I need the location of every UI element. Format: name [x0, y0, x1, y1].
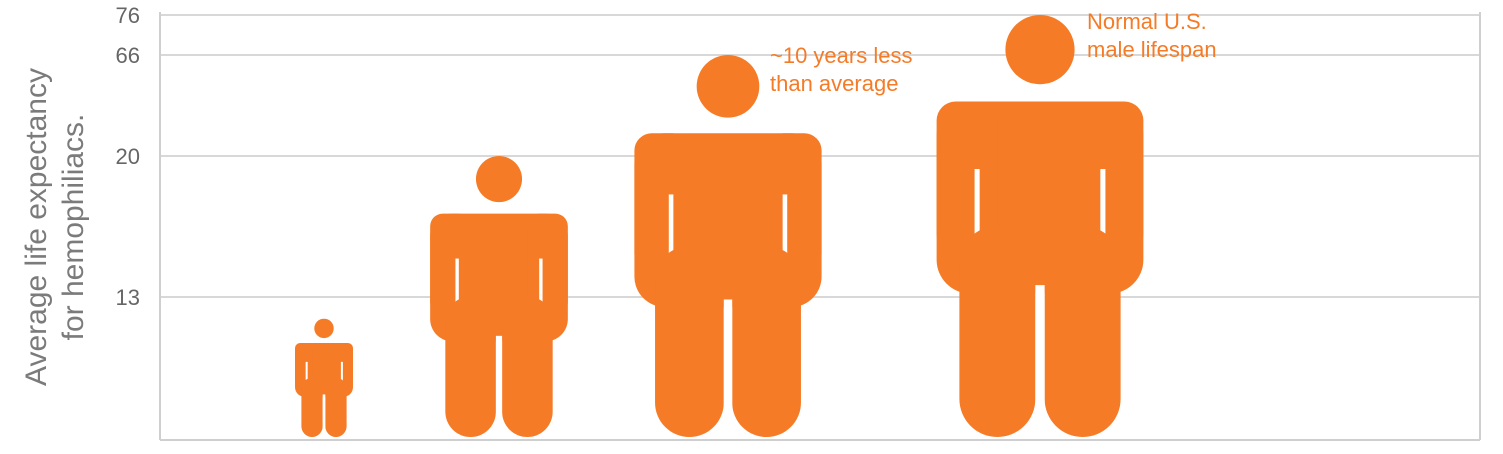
y-tick-label: 13 — [116, 285, 140, 310]
figure-left-arm-gap — [974, 169, 980, 256]
figure-leg-gap — [1035, 285, 1045, 437]
person-figures — [295, 15, 1144, 437]
annotation-text: ~10 years less — [770, 43, 912, 68]
annotation-text: than average — [770, 71, 898, 96]
annotation-text: Normal U.S. — [1087, 9, 1207, 34]
figure-right-leg — [502, 296, 553, 437]
figure-head — [475, 156, 523, 203]
y-axis-label-line-1: Average life expectancy — [20, 68, 53, 386]
annotation-text: male lifespan — [1087, 37, 1217, 62]
figure-leg-gap — [723, 299, 733, 437]
figure-left-arm-gap — [305, 361, 308, 388]
figure-left-leg — [445, 296, 496, 437]
figure-left-leg — [301, 377, 323, 437]
axes — [159, 12, 1481, 441]
person-figure — [936, 15, 1144, 437]
person-figure — [634, 55, 822, 437]
person-figure — [295, 318, 353, 437]
figure-right-arm — [1082, 101, 1144, 254]
figure-left-leg — [959, 226, 1036, 437]
figure-left-arm-gap — [455, 258, 459, 317]
y-tick-label: 66 — [116, 43, 140, 68]
y-axis-label: Average life expectancy for hemophiliacs… — [20, 68, 90, 386]
figure-right-arm-gap — [340, 361, 343, 388]
figure-head — [1005, 15, 1075, 85]
annotations: ~10 years less than average Normal U.S. mal… — [770, 9, 1217, 96]
y-tick-labels: 13 20 66 76 — [116, 3, 140, 310]
figure-right-arm-gap — [1100, 169, 1106, 256]
figure-right-arm — [527, 213, 568, 315]
figure-left-leg — [655, 246, 724, 437]
figure-right-leg — [1044, 226, 1121, 437]
figure-right-arm — [335, 342, 353, 386]
figure-right-leg — [732, 246, 801, 437]
figure-left-arm — [295, 342, 313, 386]
figure-right-arm-gap — [782, 194, 788, 273]
figure-left-arm-gap — [668, 194, 674, 273]
y-tick-label: 76 — [116, 3, 140, 28]
figure-head — [696, 55, 760, 118]
figure-leg-gap — [495, 335, 503, 437]
y-tick-label: 20 — [116, 144, 140, 169]
gridlines — [160, 14, 1480, 298]
figure-left-arm — [430, 213, 471, 315]
figure-right-leg — [325, 377, 347, 437]
figure-leg-gap — [322, 394, 326, 437]
figure-right-arm — [766, 133, 822, 271]
figure-left-arm — [634, 133, 690, 271]
person-figure — [430, 156, 568, 437]
figure-left-arm — [936, 101, 998, 254]
figure-head — [314, 318, 334, 339]
figure-right-arm-gap — [539, 258, 543, 317]
y-axis-label-line-2: for hemophiliacs. — [57, 114, 90, 341]
